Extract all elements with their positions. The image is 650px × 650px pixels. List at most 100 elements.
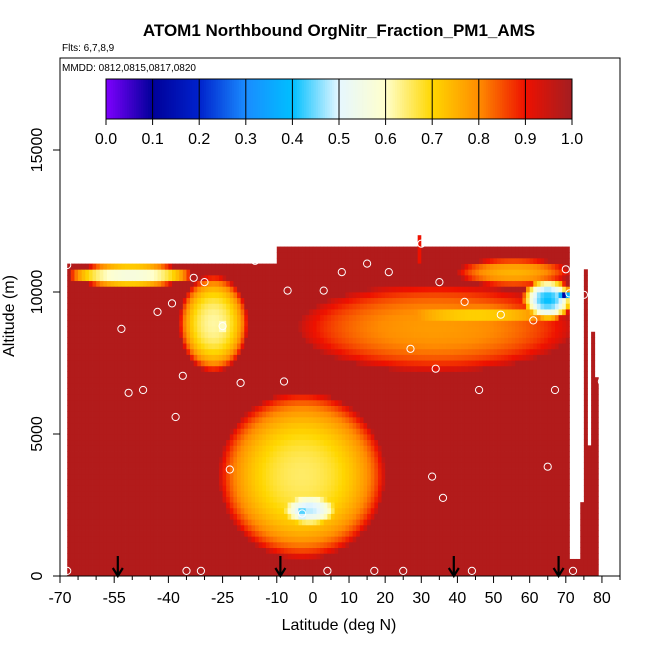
heatmap-cell [128,462,133,469]
heatmap-cell [117,451,122,458]
heatmap-cell [96,354,101,361]
heatmap-cell [247,360,252,367]
heatmap-cell [190,331,195,338]
heatmap-cell [309,564,314,571]
heatmap-cell [341,252,346,259]
heatmap-cell [99,473,104,480]
heatmap-cell [168,314,173,321]
heatmap-cell [316,371,321,378]
heatmap-cell [370,473,375,480]
heatmap-cell [117,360,122,367]
heatmap-cell [269,382,274,389]
heatmap-cell [81,263,86,270]
heatmap-cell [81,485,86,492]
heatmap-cell [320,411,325,418]
heatmap-cell [352,468,357,475]
heatmap-cell [237,553,242,560]
heatmap-cell [312,434,317,441]
heatmap-cell [229,331,234,338]
heatmap-cell [96,331,101,338]
heatmap-cell [92,570,97,576]
heatmap-cell [193,286,198,293]
heatmap-cell [74,502,79,509]
heatmap-cell [291,360,296,367]
heatmap-cell [70,558,75,566]
heatmap-cell [135,286,140,293]
heatmap-cell [99,337,104,344]
heatmap-cell [96,468,101,475]
heatmap-cell [363,377,368,384]
heatmap-cell [211,274,216,282]
heatmap-cell [258,292,263,299]
heatmap-cell [323,445,328,452]
heatmap-cell [240,303,245,310]
heatmap-cell [341,422,346,429]
heatmap-cell [291,490,296,497]
heatmap-cell [334,456,339,463]
heatmap-cell [265,468,270,475]
heatmap-cell [363,337,368,344]
heatmap-cell [229,507,234,514]
heatmap-cell [377,536,382,543]
heatmap-cell [374,274,379,282]
heatmap-cell [316,536,321,543]
heatmap-cell [135,468,140,475]
heatmap-cell [298,360,303,367]
heatmap-cell [103,416,108,424]
heatmap-cell [78,286,83,293]
heatmap-cell [204,320,209,327]
heatmap-cell [229,445,234,452]
heatmap-cell [305,331,310,338]
heatmap-cell [345,303,350,310]
heatmap-cell [186,473,191,480]
heatmap-cell [374,286,379,293]
heatmap-cell [374,439,379,446]
heatmap-cell [179,422,184,429]
heatmap-cell [99,354,104,361]
heatmap-cell [172,309,177,316]
heatmap-cell [204,309,209,316]
heatmap-cell [229,365,234,372]
heatmap-cell [370,513,375,520]
heatmap-cell [161,490,166,497]
heatmap-cell [128,348,133,355]
heatmap-cell [385,303,390,310]
heatmap-cell [204,485,209,492]
heatmap-cell [125,263,130,270]
heatmap-cell [338,439,343,446]
heatmap-cell [200,434,205,441]
heatmap-cell [70,422,75,429]
heatmap-cell [150,331,155,338]
heatmap-cell [85,309,90,316]
heatmap-cell [251,558,256,566]
heatmap-cell [305,343,310,350]
heatmap-cell [320,524,325,531]
heatmap-cell [200,490,205,497]
heatmap-cell [294,331,299,338]
heatmap-cell [182,513,187,520]
heatmap-cell [132,541,137,548]
heatmap-cell [345,280,350,287]
heatmap-cell [121,388,126,395]
heatmap-cell [280,496,285,503]
heatmap-cell [305,553,310,560]
heatmap-cell [218,405,223,412]
heatmap-cell [96,377,101,384]
heatmap-cell [258,558,263,566]
heatmap-cell [240,513,245,520]
heatmap-cell [211,303,216,310]
heatmap-cell [218,456,223,463]
heatmap-cell [132,343,137,350]
heatmap-cell [247,371,252,378]
heatmap-cell [327,416,332,424]
heatmap-cell [367,502,372,509]
heatmap-cell [121,513,126,520]
heatmap-cell [197,360,202,367]
heatmap-cell [341,286,346,293]
heatmap-cell [251,547,256,554]
heatmap-cell [294,348,299,355]
heatmap-cell [92,547,97,554]
heatmap-cell [128,274,133,282]
heatmap-cell [88,309,93,316]
heatmap-cell [363,274,368,282]
